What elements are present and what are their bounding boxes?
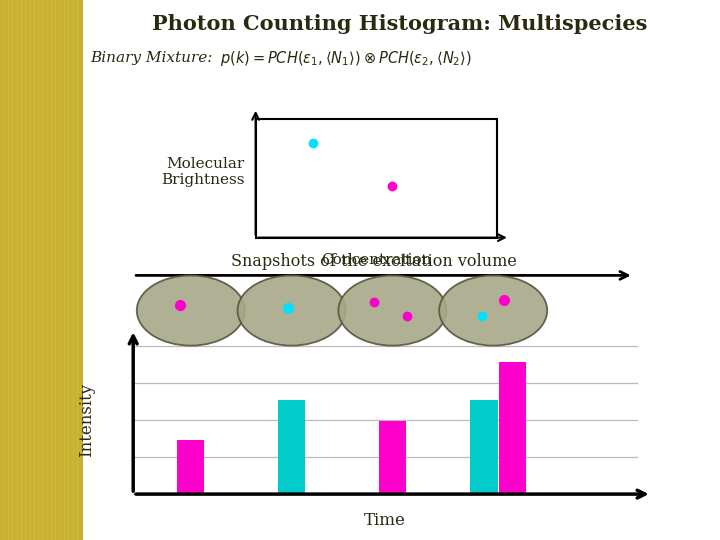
Bar <box>499 362 526 494</box>
Text: $p(k) = PCH(\varepsilon_1, \langle N_1 \rangle) \otimes PCH(\varepsilon_2, \lang: $p(k) = PCH(\varepsilon_1, \langle N_1 \… <box>220 49 472 68</box>
Ellipse shape <box>137 275 245 346</box>
Bar <box>379 421 406 494</box>
Text: Molecular
Brightness: Molecular Brightness <box>161 157 245 187</box>
Bar <box>278 400 305 494</box>
Ellipse shape <box>338 275 446 346</box>
Text: Binary Mixture:: Binary Mixture: <box>90 51 212 65</box>
Text: Time: Time <box>364 511 406 529</box>
Ellipse shape <box>238 275 346 346</box>
Bar <box>177 440 204 494</box>
Ellipse shape <box>439 275 547 346</box>
Text: Snapshots of the excitation volume: Snapshots of the excitation volume <box>231 253 518 271</box>
Bar <box>256 119 497 238</box>
Text: Intensity: Intensity <box>78 383 95 457</box>
Text: Photon Counting Histogram: Multispecies: Photon Counting Histogram: Multispecies <box>152 14 647 35</box>
Text: Concentration: Concentration <box>321 253 431 267</box>
Bar <box>470 400 498 494</box>
Bar <box>0 0 83 540</box>
